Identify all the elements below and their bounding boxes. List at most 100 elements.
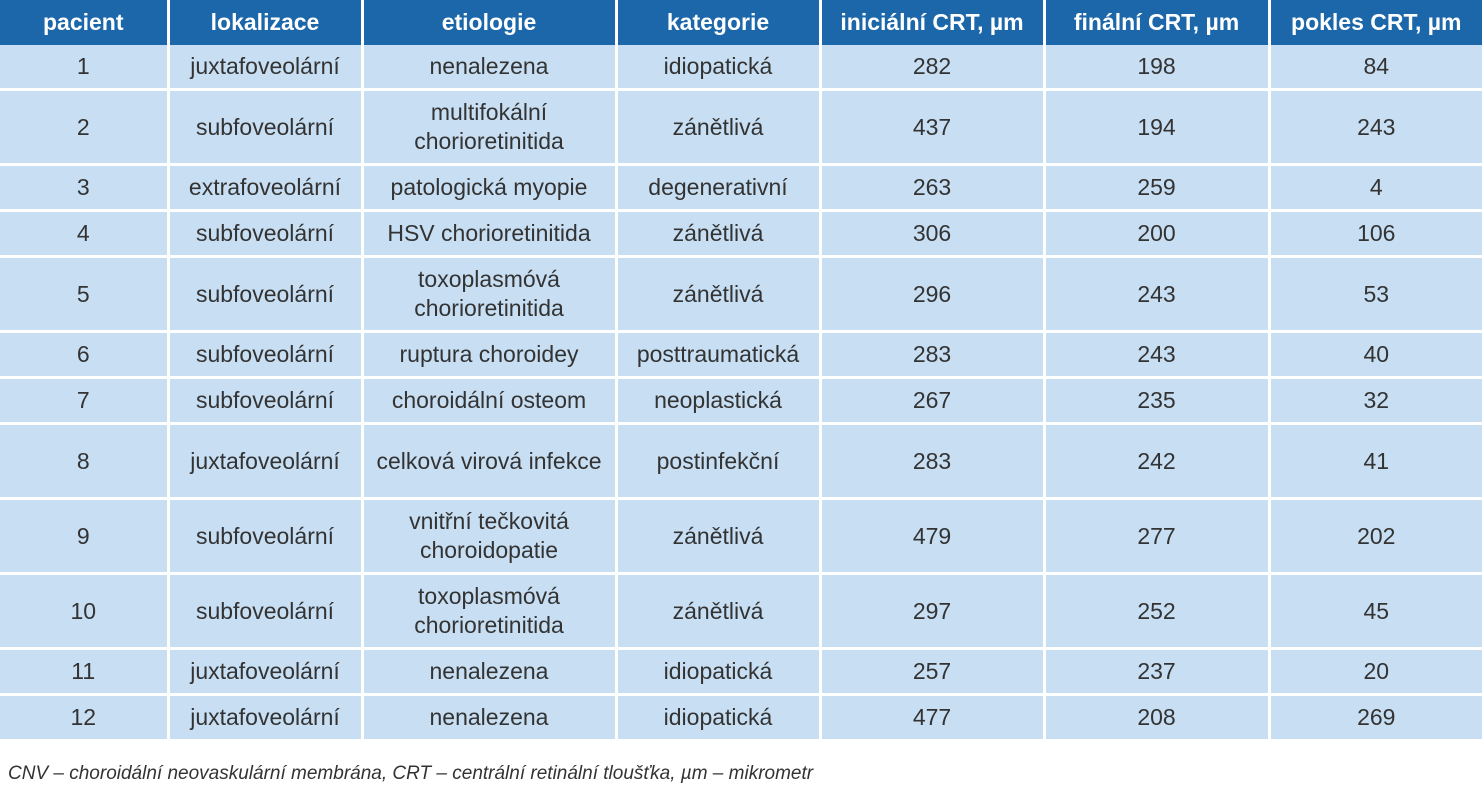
cell-kategorie: degenerativní (616, 164, 822, 212)
cell-pacient: 2 (0, 89, 170, 166)
cell-etiologie: nenalezena (362, 648, 618, 696)
cell-etiologie: choroidální osteom (362, 377, 618, 425)
cell-kategorie: zánětlivá (616, 573, 822, 650)
cell-pacient: 4 (0, 210, 170, 258)
cell-finalni-crt: 277 (1044, 498, 1271, 575)
cell-finalni-crt: 237 (1044, 648, 1271, 696)
cell-kategorie: postinfekční (616, 423, 822, 500)
table-row: 11 juxtafoveolární nenalezena idiopatická 25… (0, 648, 1482, 696)
cell-lokalizace: subfoveolární (168, 89, 364, 166)
cell-lokalizace: extrafoveolární (168, 164, 364, 212)
table-row: 8 juxtafoveolární celková virová infekce po… (0, 423, 1482, 500)
cell-lokalizace: juxtafoveolární (168, 694, 364, 742)
cell-finalni-crt: 198 (1044, 45, 1271, 91)
cell-finalni-crt: 235 (1044, 377, 1271, 425)
table-row: 9 subfoveolární vnitřní tečkovitá choroido… (0, 498, 1482, 575)
cell-pokles-crt: 41 (1269, 423, 1482, 500)
table-header-row: pacient lokalizace etiologie kategorie i… (0, 0, 1482, 45)
cell-inicialni-crt: 283 (820, 423, 1046, 500)
cell-lokalizace: subfoveolární (168, 498, 364, 575)
cell-finalni-crt: 194 (1044, 89, 1271, 166)
cell-pacient: 1 (0, 45, 170, 91)
cell-pokles-crt: 45 (1269, 573, 1482, 650)
cell-inicialni-crt: 479 (820, 498, 1046, 575)
table-row: 10 subfoveolární toxoplasmóvá chorioretini… (0, 573, 1482, 650)
cell-etiologie: toxoplasmóvá chorioretinitida (362, 256, 618, 333)
table-row: 3 extrafoveolární patologická myopie degene… (0, 164, 1482, 212)
cell-pacient: 3 (0, 164, 170, 212)
cell-inicialni-crt: 477 (820, 694, 1046, 742)
cell-lokalizace: subfoveolární (168, 210, 364, 258)
cell-etiologie: multifokální chorioretinitida (362, 89, 618, 166)
cell-pokles-crt: 4 (1269, 164, 1482, 212)
table-row: 6 subfoveolární ruptura choroidey posttraum… (0, 331, 1482, 379)
cell-etiologie: vnitřní tečkovitá choroidopatie (362, 498, 618, 575)
results-table: pacient lokalizace etiologie kategorie i… (0, 0, 1482, 742)
cell-etiologie: nenalezena (362, 45, 618, 91)
cell-finalni-crt: 200 (1044, 210, 1271, 258)
cell-pacient: 10 (0, 573, 170, 650)
table-row: 7 subfoveolární choroidální osteom neoplast… (0, 377, 1482, 425)
cell-lokalizace: subfoveolární (168, 377, 364, 425)
cell-pokles-crt: 243 (1269, 89, 1482, 166)
cell-kategorie: neoplastická (616, 377, 822, 425)
cell-pacient: 5 (0, 256, 170, 333)
cell-kategorie: zánětlivá (616, 256, 822, 333)
cell-finalni-crt: 242 (1044, 423, 1271, 500)
header-etiologie: etiologie (362, 0, 618, 45)
cell-pokles-crt: 40 (1269, 331, 1482, 379)
cell-lokalizace: juxtafoveolární (168, 423, 364, 500)
cell-inicialni-crt: 283 (820, 331, 1046, 379)
cell-etiologie: ruptura choroidey (362, 331, 618, 379)
cell-pokles-crt: 106 (1269, 210, 1482, 258)
footnote: CNV – choroidální neovaskulární membrána… (8, 763, 814, 784)
cell-inicialni-crt: 267 (820, 377, 1046, 425)
cell-kategorie: idiopatická (616, 648, 822, 696)
header-kategorie: kategorie (616, 0, 822, 45)
table-row: 1 juxtafoveolární nenalezena idiopatická 282… (0, 45, 1482, 91)
header-pacient: pacient (0, 0, 170, 45)
cell-etiologie: nenalezena (362, 694, 618, 742)
cell-lokalizace: subfoveolární (168, 331, 364, 379)
cell-pokles-crt: 202 (1269, 498, 1482, 575)
cell-etiologie: celková virová infekce (362, 423, 618, 500)
cell-pokles-crt: 84 (1269, 45, 1482, 91)
header-lokalizace: lokalizace (168, 0, 364, 45)
table-row: 2 subfoveolární multifokální chorioretinit… (0, 89, 1482, 166)
cell-inicialni-crt: 437 (820, 89, 1046, 166)
cell-pacient: 11 (0, 648, 170, 696)
cell-inicialni-crt: 257 (820, 648, 1046, 696)
table-body: 1 juxtafoveolární nenalezena idiopatická 282… (0, 45, 1482, 742)
cell-etiologie: HSV chorioretinitida (362, 210, 618, 258)
cell-kategorie: posttraumatická (616, 331, 822, 379)
cell-pacient: 8 (0, 423, 170, 500)
cell-lokalizace: subfoveolární (168, 573, 364, 650)
table-row: 4 subfoveolární HSV chorioretinitida zánětl… (0, 210, 1482, 258)
cell-finalni-crt: 259 (1044, 164, 1271, 212)
cell-kategorie: idiopatická (616, 45, 822, 91)
cell-inicialni-crt: 296 (820, 256, 1046, 333)
header-pokles-crt: pokles CRT, µm (1269, 0, 1482, 45)
cell-inicialni-crt: 297 (820, 573, 1046, 650)
cell-pokles-crt: 53 (1269, 256, 1482, 333)
cell-finalni-crt: 243 (1044, 331, 1271, 379)
table-row: 5 subfoveolární toxoplasmóvá chorioretinit… (0, 256, 1482, 333)
cell-finalni-crt: 252 (1044, 573, 1271, 650)
cell-pokles-crt: 269 (1269, 694, 1482, 742)
cell-pokles-crt: 32 (1269, 377, 1482, 425)
cell-inicialni-crt: 306 (820, 210, 1046, 258)
table-row: 12 juxtafoveolární nenalezena idiopatická 47… (0, 694, 1482, 742)
cell-etiologie: toxoplasmóvá chorioretinitida (362, 573, 618, 650)
cell-finalni-crt: 208 (1044, 694, 1271, 742)
cell-finalni-crt: 243 (1044, 256, 1271, 333)
cell-lokalizace: subfoveolární (168, 256, 364, 333)
cell-pacient: 7 (0, 377, 170, 425)
cell-inicialni-crt: 263 (820, 164, 1046, 212)
cell-lokalizace: juxtafoveolární (168, 45, 364, 91)
cell-kategorie: zánětlivá (616, 498, 822, 575)
cell-pokles-crt: 20 (1269, 648, 1482, 696)
cell-pacient: 6 (0, 331, 170, 379)
cell-pacient: 12 (0, 694, 170, 742)
cell-kategorie: zánětlivá (616, 89, 822, 166)
